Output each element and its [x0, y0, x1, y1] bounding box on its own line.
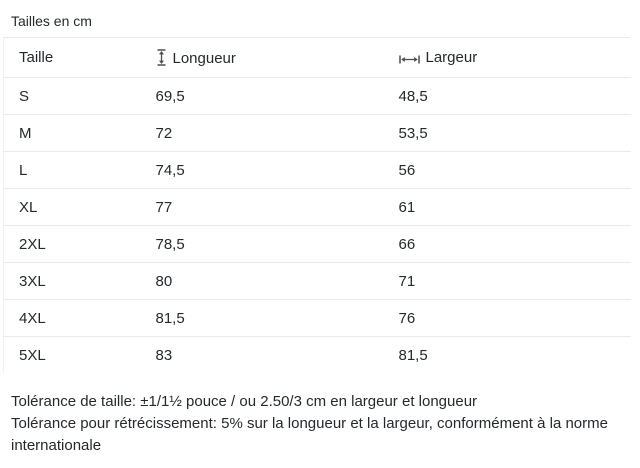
- size-cell: L: [3, 151, 156, 189]
- table-row: XL 77 61: [3, 188, 631, 226]
- largeur-cell: 71: [398, 262, 631, 300]
- size-cell: S: [3, 77, 156, 115]
- table-row: M 72 53,5: [3, 114, 631, 152]
- size-chart: Tailles en cm Taille Longueur: [0, 13, 640, 457]
- largeur-cell: 56: [398, 151, 631, 189]
- column-header-taille: Taille: [3, 38, 156, 78]
- horizontal-measure-icon: [398, 54, 420, 65]
- size-table-body: S 69,5 48,5 M 72 53,5 L 74,5 56 XL 77 61 2XL 78,5 66 3X…: [3, 77, 631, 374]
- longueur-cell: 72: [155, 114, 399, 152]
- table-row: 5XL 83 81,5: [4, 337, 631, 374]
- table-row: L 74,5 56: [3, 151, 631, 189]
- size-cell: XL: [3, 188, 156, 226]
- tolerance-shrink-note: Tolérance pour rétrécissement: 5% sur la…: [11, 415, 608, 454]
- largeur-cell: 66: [398, 225, 631, 263]
- size-cell: 3XL: [3, 262, 156, 300]
- tolerance-notes: Tolérance de taille: ±1/1½ pouce / ou 2.…: [0, 391, 640, 457]
- header-row: Taille Longueur: [3, 38, 631, 78]
- largeur-cell: 48,5: [398, 77, 631, 115]
- size-chart-title: Tailles en cm: [11, 13, 92, 29]
- size-table-header: Taille Longueur: [3, 38, 631, 78]
- largeur-cell: 81,5: [398, 346, 428, 364]
- largeur-cell: 76: [398, 299, 631, 337]
- longueur-cell: 69,5: [155, 77, 399, 115]
- largeur-cell: 53,5: [398, 114, 631, 152]
- longueur-cell: 83: [155, 346, 173, 364]
- longueur-cell: 78,5: [155, 225, 399, 263]
- size-cell: 5XL: [19, 346, 46, 364]
- largeur-cell: 61: [398, 188, 631, 226]
- column-header-longueur: Longueur: [155, 38, 399, 78]
- longueur-cell: 81,5: [155, 299, 399, 337]
- longueur-cell: 74,5: [155, 151, 399, 189]
- size-cell: M: [3, 114, 156, 152]
- size-cell: 4XL: [3, 299, 156, 337]
- table-row: 2XL 78,5 66: [3, 225, 631, 263]
- size-cell: 2XL: [3, 225, 156, 263]
- longueur-cell: 80: [155, 262, 399, 300]
- table-row: 4XL 81,5 76: [3, 299, 631, 337]
- column-header-longueur-label: Longueur: [172, 49, 236, 67]
- tolerance-size-note: Tolérance de taille: ±1/1½ pouce / ou 2.…: [11, 393, 478, 410]
- column-header-largeur: Largeur: [398, 38, 631, 78]
- longueur-cell: 77: [155, 188, 399, 226]
- table-row: 3XL 80 71: [3, 262, 631, 300]
- vertical-measure-icon: [156, 48, 167, 66]
- column-header-largeur-label: Largeur: [425, 49, 478, 66]
- size-table: Taille Longueur: [3, 38, 631, 373]
- title-divider: [3, 37, 630, 38]
- table-row: S 69,5 48,5: [3, 77, 631, 115]
